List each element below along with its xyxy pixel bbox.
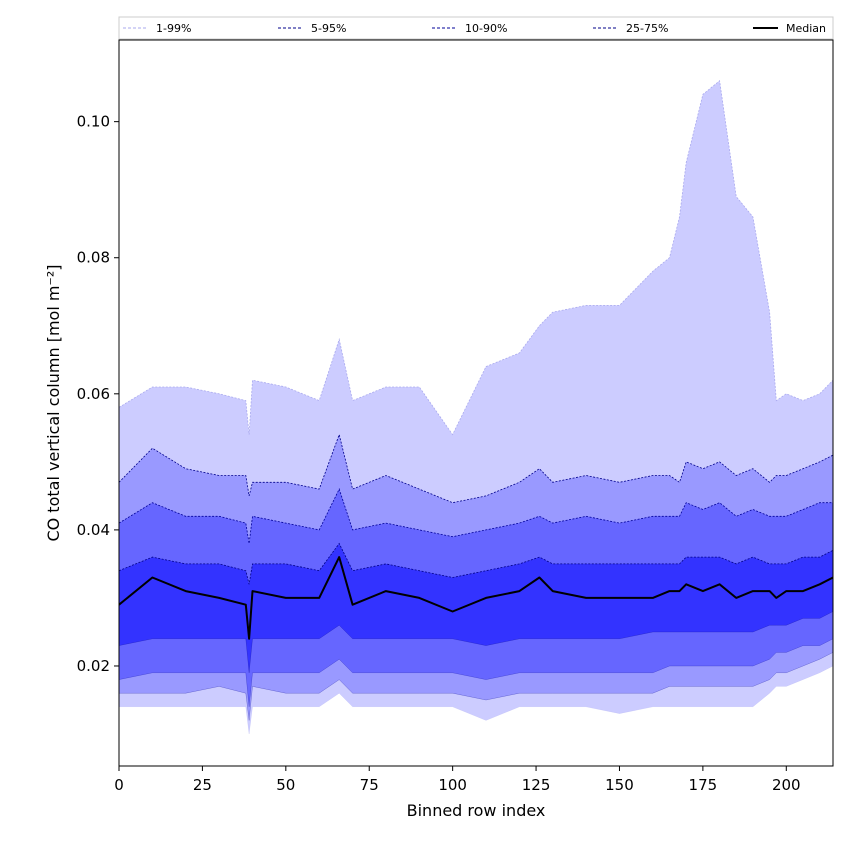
x-tick-label: 125 [522, 776, 551, 794]
legend-label: 5-95% [311, 22, 346, 35]
legend-items: 1-99% 5-95% 10-90% 25-75% Median [123, 22, 826, 35]
x-axis-label: Binned row index [407, 801, 546, 820]
band-25-75%-upper-line [119, 542, 833, 585]
x-tick-label: 0 [114, 776, 124, 794]
band-10-90%-upper-line [119, 488, 833, 544]
x-tick-label: 175 [689, 776, 718, 794]
x-tick-label: 75 [360, 776, 379, 794]
y-tick-label: 0.04 [77, 521, 110, 539]
legend-label: 25-75% [626, 22, 668, 35]
band-25-75%-lower-line [119, 611, 833, 673]
band-25-75%-area [119, 543, 833, 673]
x-tick-label: 100 [438, 776, 467, 794]
y-axis: 0.02 0.04 0.06 0.08 0.10 [77, 113, 119, 675]
y-axis-label: CO total vertical column [mol m⁻²] [44, 264, 63, 541]
median-layer [119, 556, 833, 640]
band-1-99%-lower-line [119, 665, 833, 735]
plot-frame [118, 39, 834, 767]
y-tick-label: 0.10 [77, 113, 110, 131]
band-5-95%-upper-line [119, 433, 833, 504]
x-tick-label: 150 [605, 776, 634, 794]
bands-layer [119, 80, 833, 735]
legend-label: 10-90% [465, 22, 507, 35]
x-axis: 0 25 50 75 100 125 150 175 200 [114, 766, 801, 794]
x-tick-label: 50 [276, 776, 295, 794]
legend-label: Median [786, 22, 826, 35]
band-10-90%-lower-line [119, 638, 833, 707]
y-tick-label: 0.02 [77, 657, 110, 675]
x-tick-label: 25 [193, 776, 212, 794]
legend: 1-99% 5-95% 10-90% 25-75% Median [118, 16, 834, 40]
x-tick-label: 200 [772, 776, 801, 794]
legend-label: 1-99% [156, 22, 191, 35]
band-5-95%-lower-line [119, 652, 833, 721]
band-1-99%-upper-line [119, 80, 833, 436]
y-tick-label: 0.08 [77, 249, 110, 267]
y-tick-label: 0.06 [77, 385, 110, 403]
median-line [119, 556, 833, 640]
legend-box [118, 16, 834, 40]
